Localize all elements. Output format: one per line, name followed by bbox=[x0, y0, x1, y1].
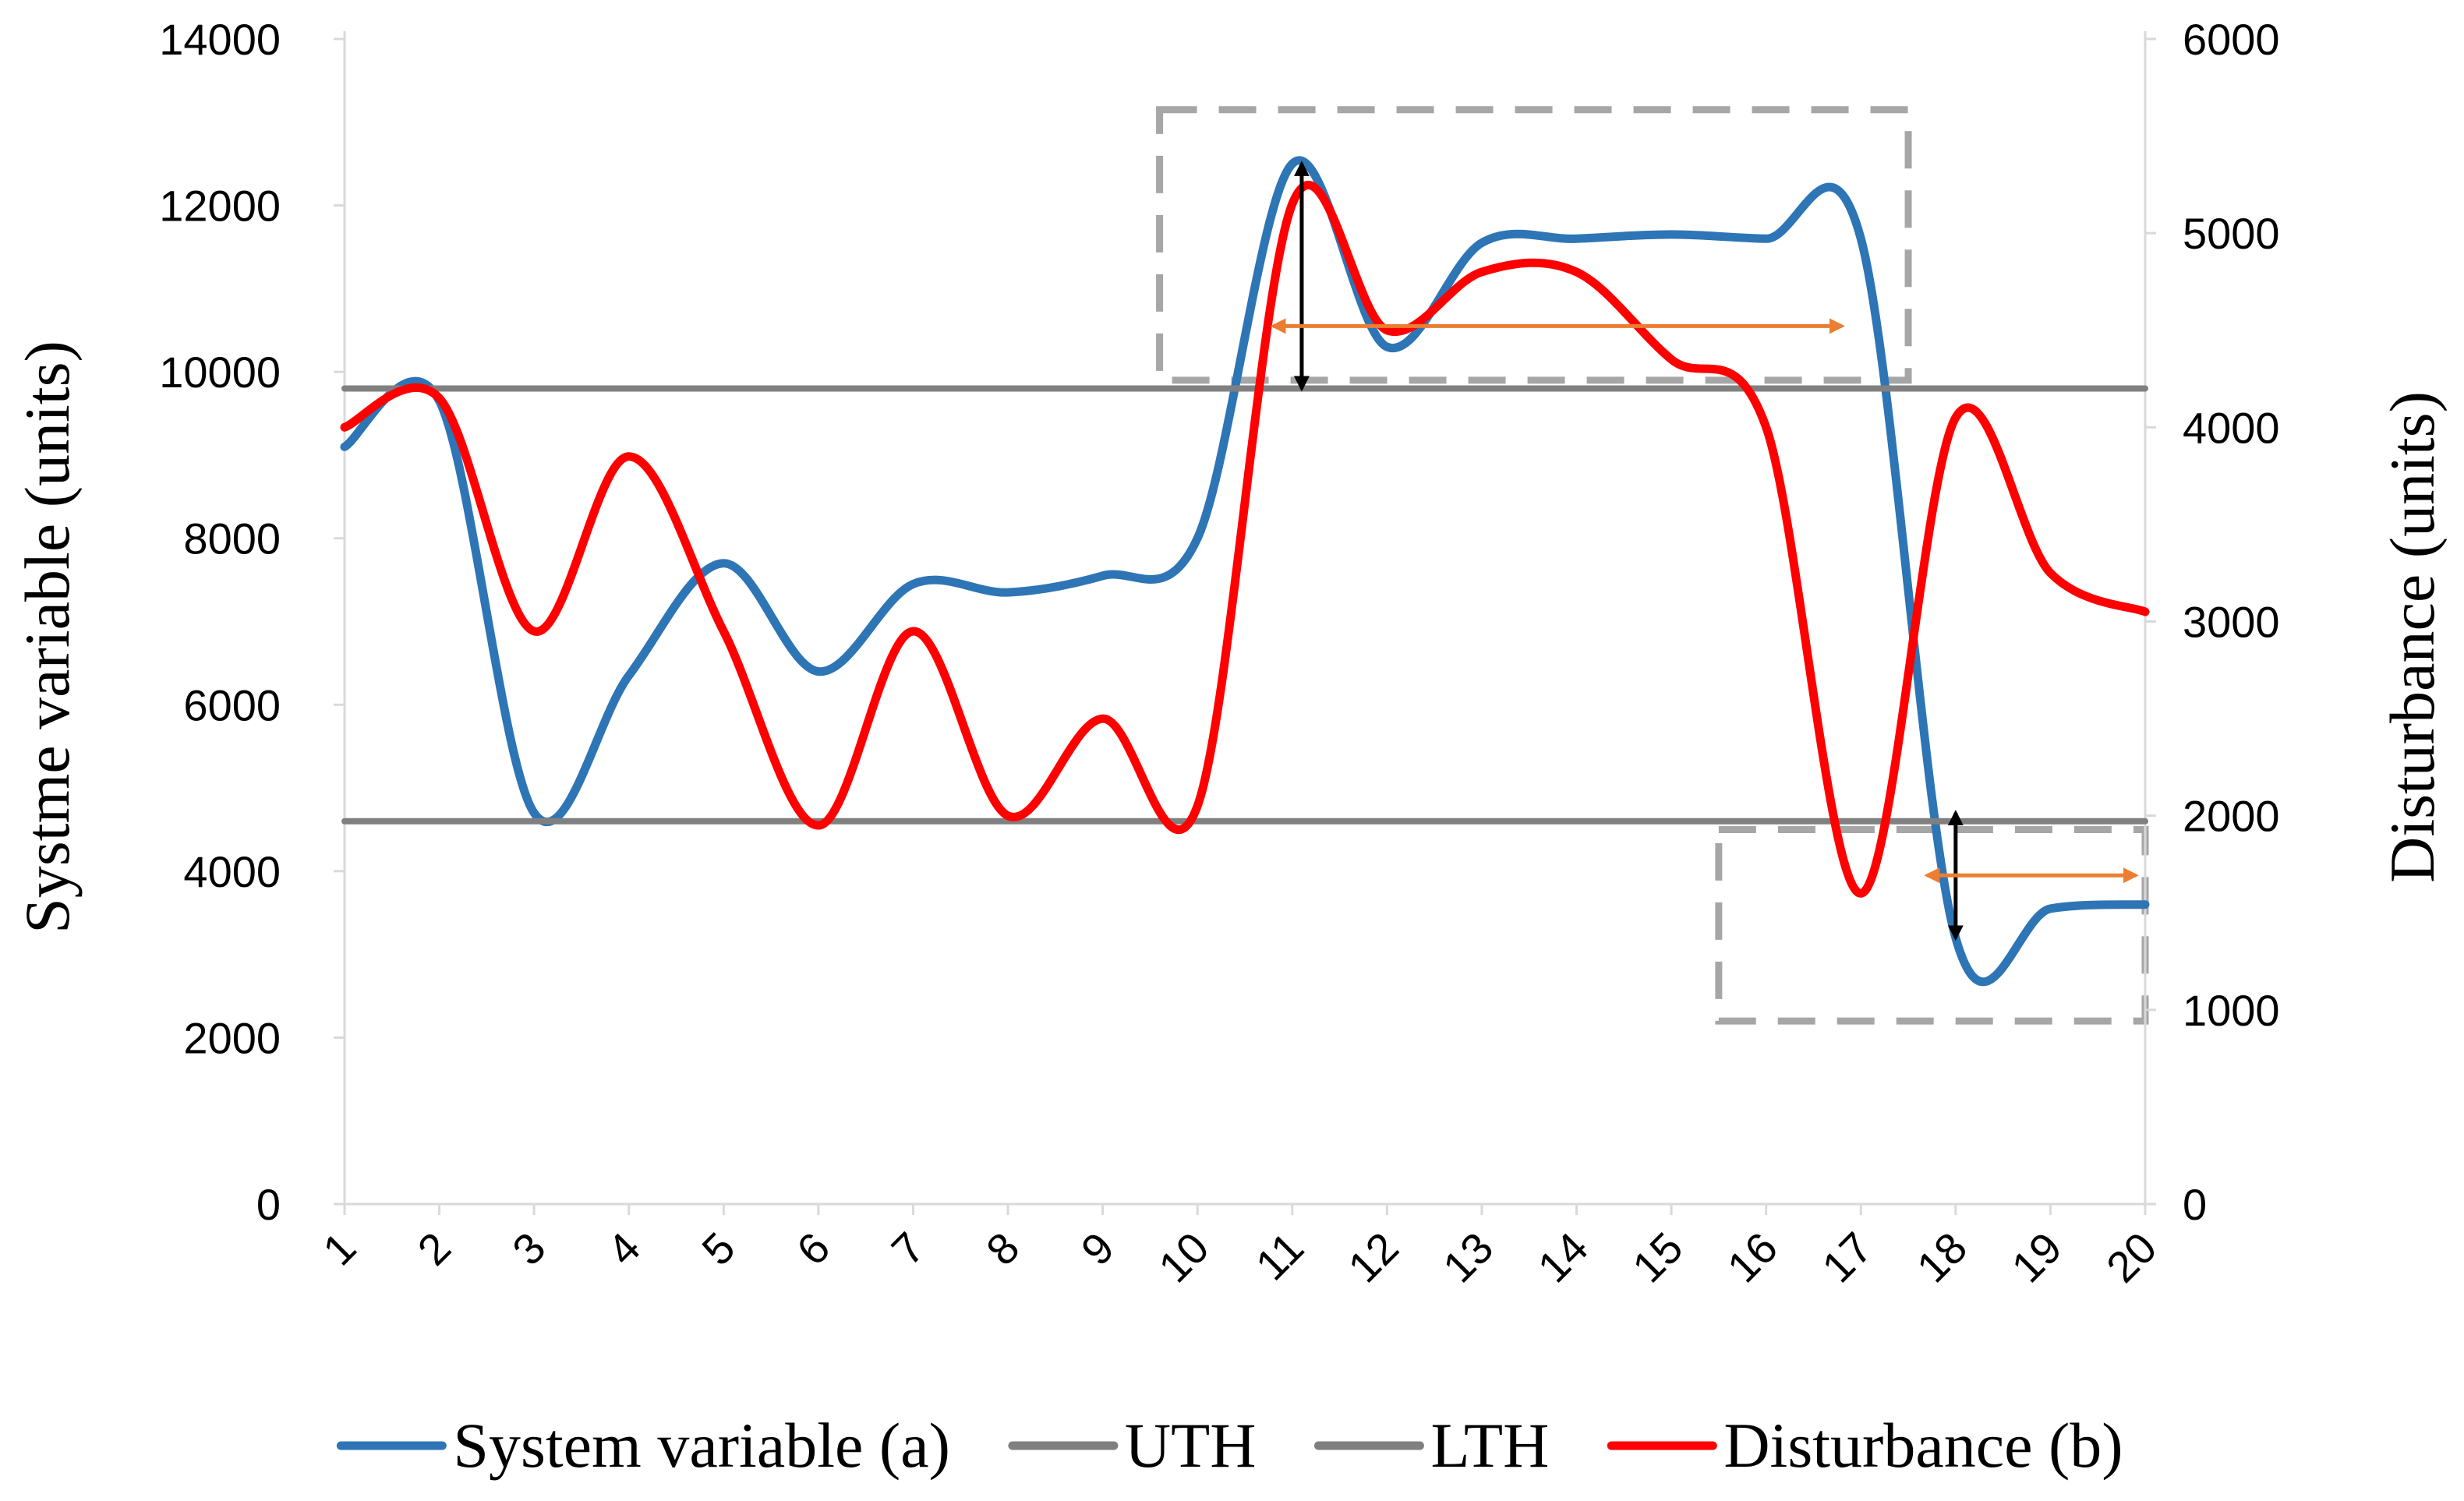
x-tick-label: 18 bbox=[1907, 1223, 1977, 1292]
legend-label-1: System variable (a) bbox=[453, 1410, 950, 1481]
x-tick-label: 16 bbox=[1718, 1223, 1787, 1292]
legend-label-2: UTH bbox=[1125, 1410, 1257, 1481]
legend-label-3: LTH bbox=[1430, 1410, 1549, 1481]
annotation-boxes bbox=[1156, 106, 2149, 1025]
y2-tick-label: 0 bbox=[2183, 1180, 2207, 1229]
x-tick-label: 20 bbox=[2097, 1223, 2166, 1292]
x-tick-label: 4 bbox=[598, 1223, 650, 1275]
y2-tick-label: 4000 bbox=[2183, 403, 2280, 452]
x-tick-label: 11 bbox=[1246, 1223, 1313, 1290]
x-tick-label: 7 bbox=[882, 1223, 934, 1275]
x-tick-label: 1 bbox=[313, 1223, 366, 1275]
y2-axis-title: Disturbance (units) bbox=[2377, 391, 2448, 883]
y-tick-label: 6000 bbox=[183, 680, 281, 729]
series-line-1 bbox=[340, 156, 2150, 987]
x-tick-label: 2 bbox=[408, 1223, 460, 1275]
y-tick-label: 8000 bbox=[183, 514, 281, 563]
legend: System variable (a) UTH LTH Disturbance (b) bbox=[336, 1410, 2123, 1481]
y-tick-label: 12000 bbox=[159, 182, 281, 231]
x-tick-label: 17 bbox=[1812, 1223, 1882, 1292]
x-tick-label: 15 bbox=[1623, 1223, 1692, 1292]
annotation-box-2 bbox=[1715, 825, 2149, 1025]
x-tick-label: 14 bbox=[1528, 1223, 1597, 1292]
x-tick-label: 9 bbox=[1072, 1223, 1124, 1275]
y-tick-label: 0 bbox=[256, 1180, 281, 1229]
y2-tick-label: 2000 bbox=[2183, 792, 2280, 841]
y-tick-label: 2000 bbox=[183, 1013, 281, 1062]
x-tick-label: 8 bbox=[977, 1223, 1029, 1275]
y2-tick-label: 3000 bbox=[2183, 598, 2280, 647]
annotation-arrows bbox=[1270, 161, 2139, 941]
legend-label-4: Disturbance (b) bbox=[1723, 1410, 2123, 1481]
y-tick-label: 10000 bbox=[159, 348, 281, 397]
y2-tick-label: 6000 bbox=[2183, 15, 2280, 64]
x-tick-label: 6 bbox=[787, 1223, 840, 1275]
y-tick-label: 14000 bbox=[159, 15, 281, 64]
series-lines bbox=[340, 156, 2150, 987]
series-line-4 bbox=[340, 181, 2150, 898]
y-axis-title: Systme variable (units) bbox=[12, 341, 83, 934]
y2-tick-label: 1000 bbox=[2183, 986, 2280, 1035]
x-tick-label: 10 bbox=[1149, 1223, 1218, 1292]
x-tick-label: 12 bbox=[1338, 1223, 1408, 1292]
x-tick-label: 13 bbox=[1434, 1223, 1503, 1292]
x-tick-label: 3 bbox=[503, 1223, 555, 1275]
x-tick-label: 5 bbox=[692, 1223, 744, 1275]
annotation-box-1 bbox=[1156, 106, 1912, 384]
x-tick-label: 19 bbox=[2002, 1223, 2071, 1292]
y-tick-label: 4000 bbox=[183, 847, 281, 896]
y2-tick-label: 5000 bbox=[2183, 209, 2280, 258]
